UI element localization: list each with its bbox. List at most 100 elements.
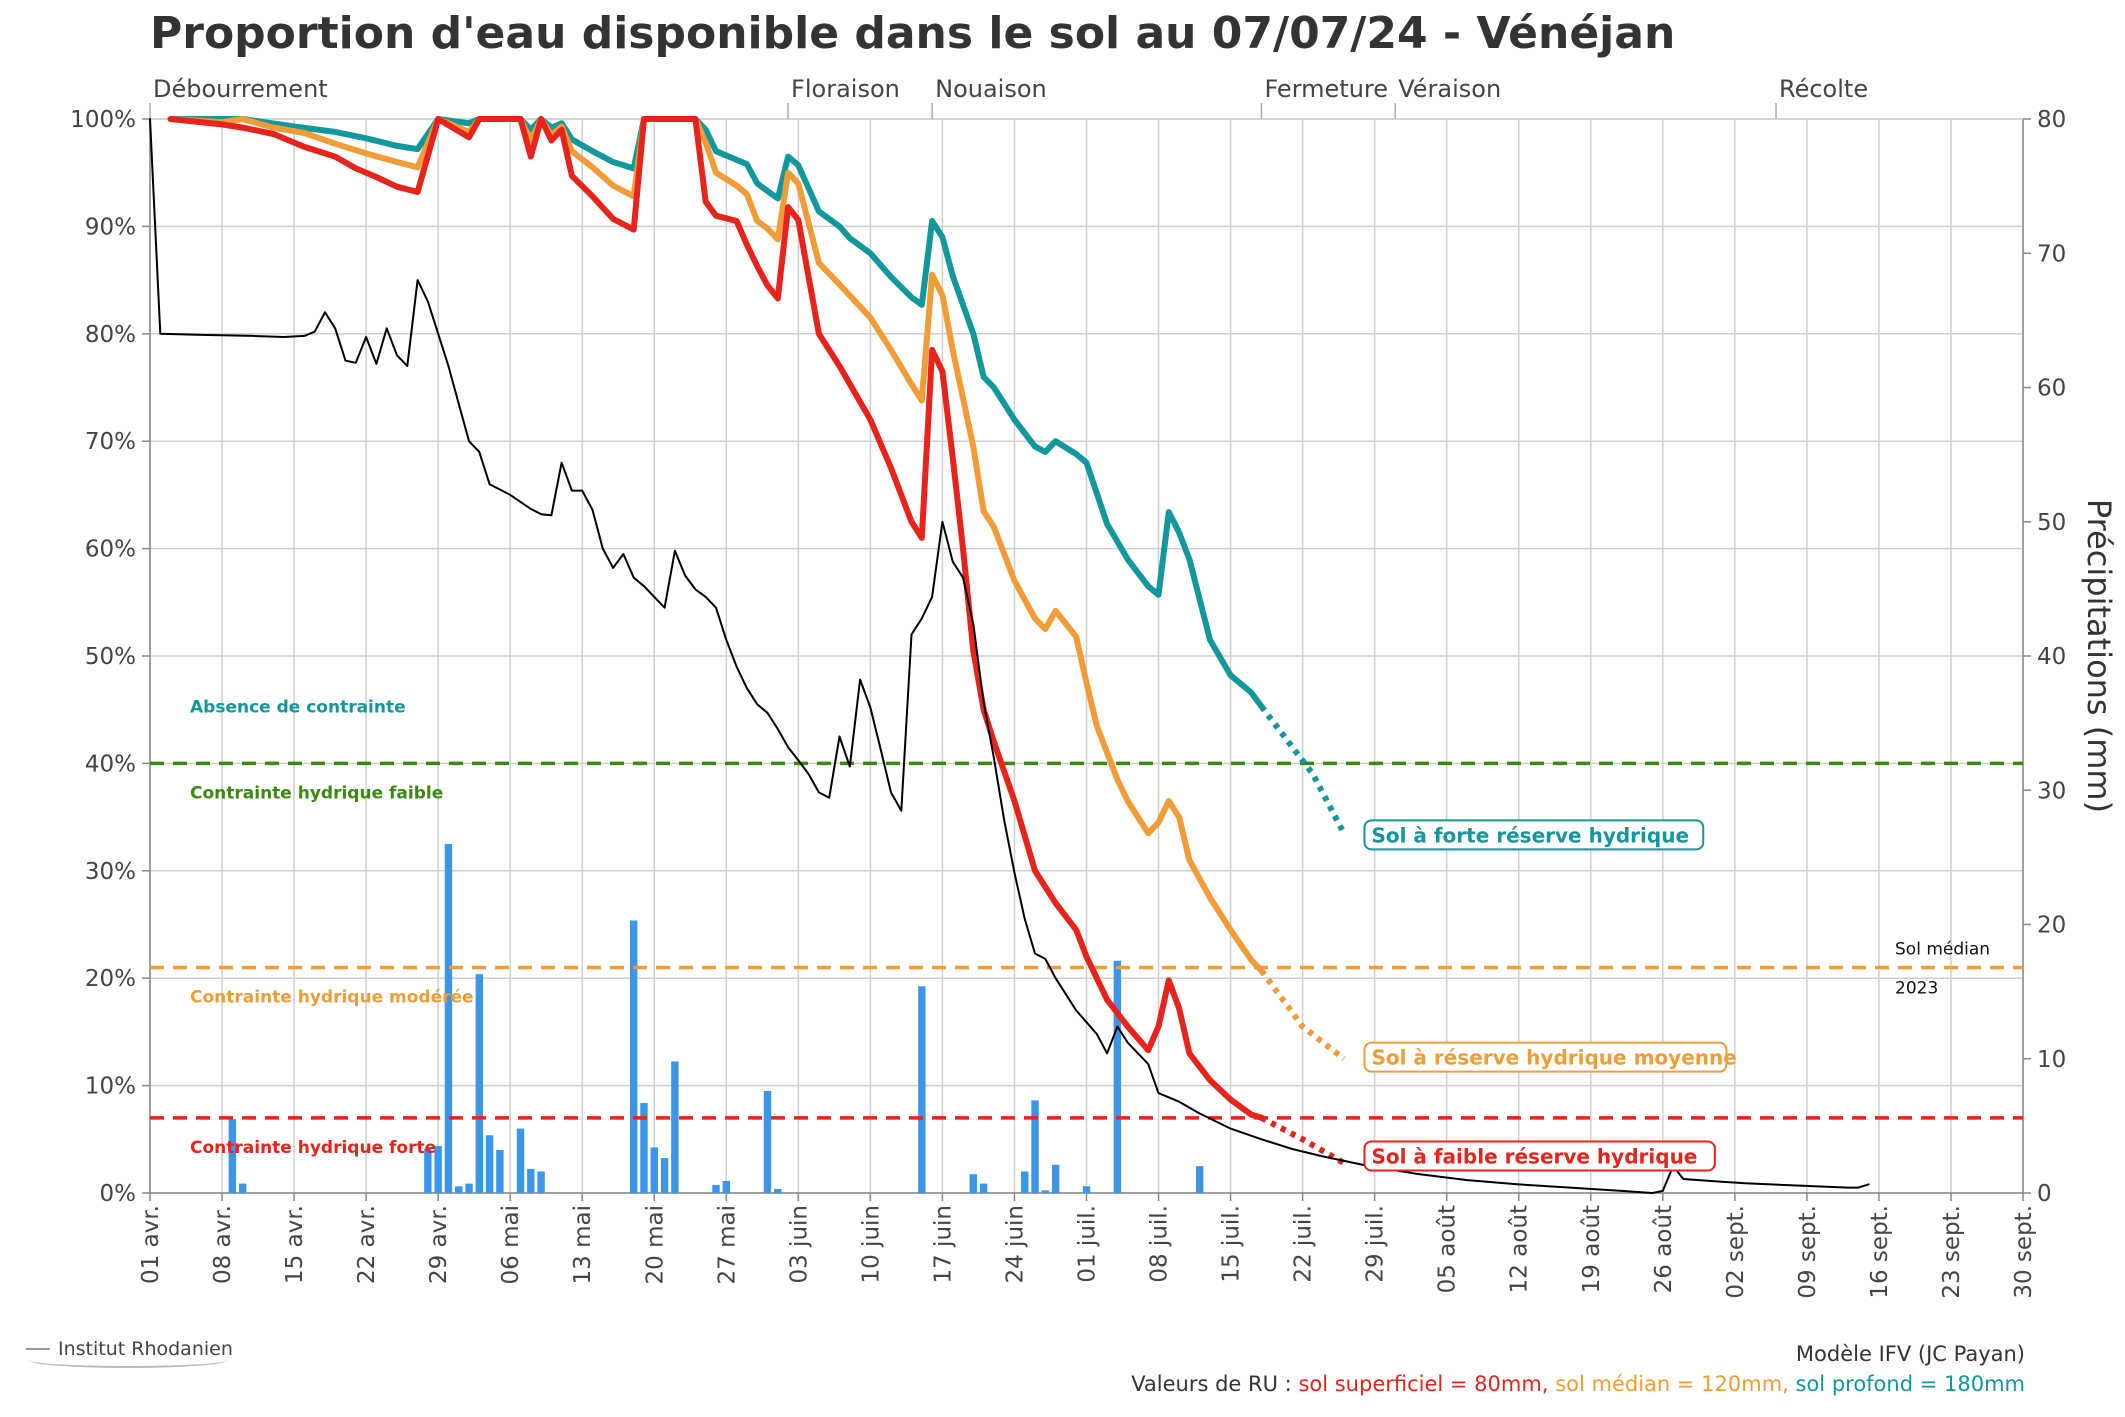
precipitation-bar [1113,960,1122,1193]
y-left-tick-label: 100% [70,107,136,133]
precipitation-bar [444,843,453,1193]
threshold-label-below: Contrainte hydrique modérée [190,987,474,1007]
y-left-tick-label: 40% [85,751,136,777]
precipitation-bar [774,1188,782,1193]
precipitation-bar [1051,1164,1060,1193]
series-label: Sol à réserve hydrique moyenne [1371,1046,1736,1070]
x-tick-label: 13 mai [570,1205,596,1284]
x-tick-label: 17 juin [930,1205,956,1284]
y-left-tick-label: 60% [85,537,136,563]
precipitation-bar [918,986,926,1193]
threshold-label-above: Absence de contrainte [190,697,406,717]
x-tick-label: 06 mai [498,1205,524,1284]
precipitation-bar [660,1158,669,1193]
x-tick-label: 09 sept. [1795,1205,1821,1299]
precipitation-bar [1041,1190,1050,1193]
y-right-tick-label: 10 [2037,1047,2066,1073]
y-left-tick-label: 80% [85,322,136,348]
ru-median: sol médian = 120mm, [1555,1372,1789,1396]
x-tick-label: 26 août [1651,1205,1677,1293]
x-tick-label: 29 avr. [426,1205,452,1284]
chart-title: Proportion d'eau disponible dans le sol … [150,8,1676,59]
x-tick-label: 22 avr. [354,1205,380,1284]
x-tick-label: 19 août [1579,1205,1605,1293]
median-2023-label: Sol médian [1895,939,1990,959]
phenology-label: Nouaison [935,75,1047,103]
phenology-label: Floraison [791,75,900,103]
precipitation-bar [516,1128,525,1193]
precipitation-bar [763,1090,772,1193]
precipitation-bar [1082,1186,1091,1193]
phenology-label: Récolte [1779,75,1868,103]
series-line [167,116,1265,710]
series-label-box [1363,1041,1728,1073]
series-label-box [1363,819,1705,851]
model-credit: Modèle IFV (JC Payan) [1795,1342,2025,1366]
x-tick-label: 24 juin [1002,1205,1028,1284]
series-label: Sol à forte réserve hydrique [1371,823,1689,847]
x-tick-label: 27 mai [714,1205,740,1284]
y-right-tick-label: 0 [2037,1181,2052,1207]
y-left-tick-label: 50% [85,644,136,670]
x-tick-label: 22 juil. [1291,1205,1317,1283]
x-tick-label: 03 juin [786,1205,812,1284]
x-tick-label: 02 sept. [1723,1205,1749,1299]
phenology-label: Véraison [1398,75,1501,103]
x-tick-label: 08 juil. [1147,1205,1173,1283]
y-right-tick-label: 80 [2037,107,2066,133]
x-tick-label: 16 sept. [1867,1205,1893,1299]
x-tick-label: 30 sept. [2011,1205,2037,1299]
precipitation-bar [712,1184,720,1193]
precipitation-bar [979,1183,988,1193]
y-left-tick-label: 10% [85,1074,136,1100]
precipitation-bar [1031,1100,1039,1193]
series-line [149,118,1870,1194]
x-tick-label: 15 avr. [282,1205,308,1284]
y-right-axis-label: Précipitations (mm) [2080,499,2118,813]
x-tick-label: 12 août [1507,1205,1533,1293]
y-right-tick-label: 20 [2037,913,2066,939]
precipitation-bar [969,1174,978,1193]
precipitation-bar [434,1146,442,1193]
median-2023-year: 2023 [1895,978,1938,998]
x-tick-label: 15 juil. [1219,1205,1245,1283]
precipitation-bar [485,1135,494,1193]
precipitation-bar [424,1148,432,1193]
threshold-label-below: Contrainte hydrique forte [190,1138,436,1158]
y-right-tick-label: 30 [2037,778,2066,804]
x-tick-label: 10 juin [858,1205,884,1284]
x-tick-label: 01 juil. [1075,1205,1101,1283]
phenology-label: Fermeture [1264,75,1388,103]
x-tick-label: 08 avr. [210,1205,236,1284]
x-tick-label: 29 juil. [1363,1205,1389,1283]
precipitation-bar [1021,1171,1029,1193]
precipitation-bar [527,1168,535,1193]
y-left-tick-label: 30% [85,859,136,885]
precipitation-bar [475,974,484,1193]
series-line [167,116,1265,1121]
phenology-label: Débourrement [153,75,328,103]
y-left-tick-label: 70% [85,429,136,455]
x-tick-label: 05 août [1435,1205,1461,1293]
x-tick-label: 01 avr. [138,1205,164,1284]
y-left-tick-label: 20% [85,966,136,992]
precipitation-bar [640,1103,648,1193]
y-right-tick-label: 40 [2037,644,2066,670]
precipitation-bar [238,1183,247,1193]
precipitation-bar [455,1186,463,1193]
series-line [167,116,1265,974]
series-forecast [1259,968,1346,1062]
logo-line-icon [26,1348,50,1350]
y-right-tick-label: 70 [2037,241,2066,267]
precipitation-bar [722,1180,731,1193]
precipitation-bar [465,1183,473,1193]
y-right-tick-label: 60 [2037,376,2066,402]
ru-superficiel: sol superficiel = 80mm, [1298,1372,1549,1396]
series-forecast [1260,1115,1346,1166]
y-left-tick-label: 90% [85,214,136,240]
precipitation-bar [629,920,638,1193]
logo-swoosh-icon [28,1352,228,1368]
ru-profond: sol profond = 180mm [1795,1372,2025,1396]
precipitation-bar [496,1150,504,1193]
